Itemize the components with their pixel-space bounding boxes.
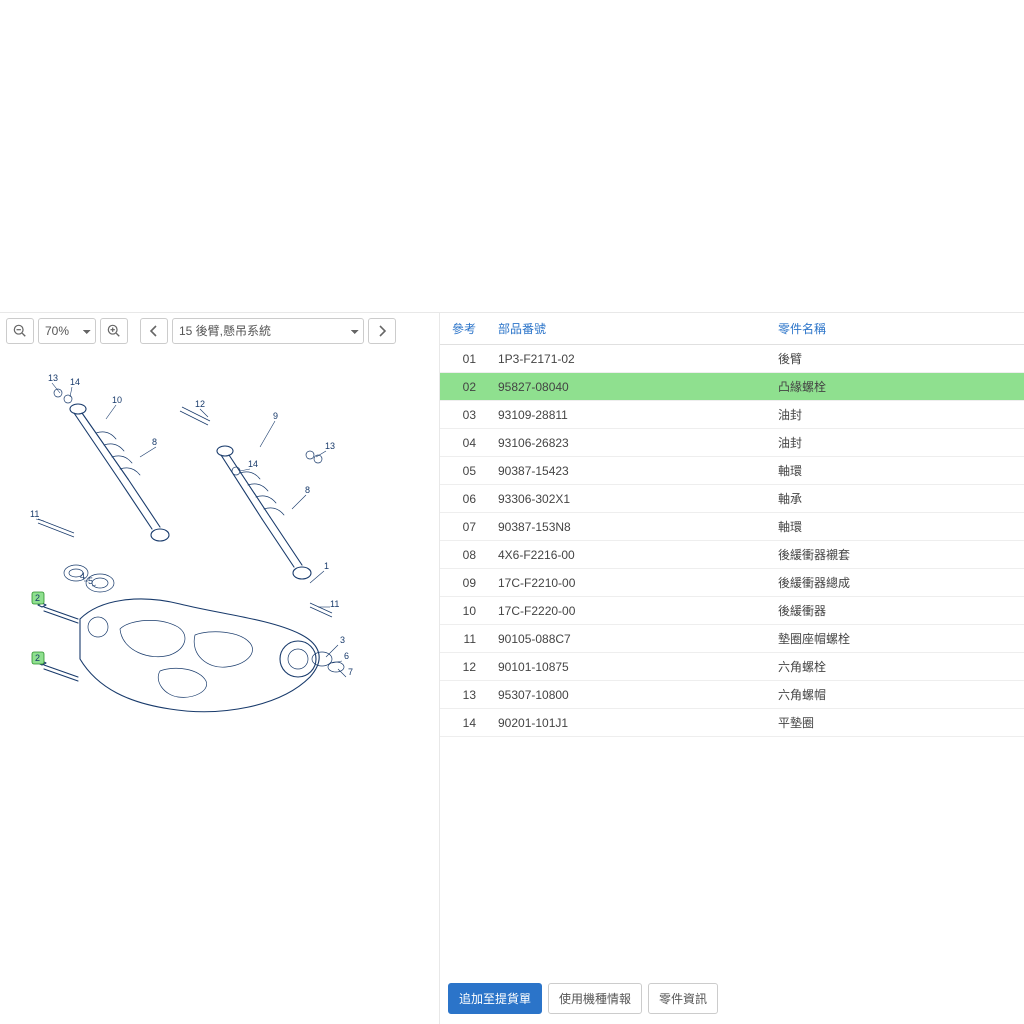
svg-text:2: 2 bbox=[35, 653, 40, 663]
col-header-ref[interactable]: 參考 bbox=[440, 313, 490, 345]
svg-text:1: 1 bbox=[324, 561, 329, 571]
cell-partno: 93306-302X1 bbox=[490, 485, 770, 513]
cell-name: 墊圈座帽螺栓 bbox=[770, 625, 1024, 653]
table-row[interactable]: 1190105-088C7墊圈座帽螺栓 bbox=[440, 625, 1024, 653]
svg-text:11: 11 bbox=[330, 599, 339, 609]
table-row[interactable]: 0790387-153N8軸環 bbox=[440, 513, 1024, 541]
diagram-panel: 70% 15 後臂,懸吊系統 bbox=[0, 313, 440, 1024]
cell-name: 凸緣螺栓 bbox=[770, 373, 1024, 401]
svg-text:14: 14 bbox=[70, 377, 80, 387]
svg-text:11: 11 bbox=[30, 509, 39, 519]
table-row[interactable]: 0693306-302X1軸承 bbox=[440, 485, 1024, 513]
cell-partno: 4X6-F2216-00 bbox=[490, 541, 770, 569]
part-info-button[interactable]: 零件資訊 bbox=[648, 983, 718, 1014]
cell-partno: 90387-153N8 bbox=[490, 513, 770, 541]
top-empty-region bbox=[0, 0, 1024, 312]
col-header-name[interactable]: 零件名稱 bbox=[770, 313, 1024, 345]
table-row[interactable]: 1490201-101J1平墊圈 bbox=[440, 709, 1024, 737]
cell-partno: 95307-10800 bbox=[490, 681, 770, 709]
cell-partno: 1P3-F2171-02 bbox=[490, 345, 770, 373]
table-row[interactable]: 1290101-10875六角螺栓 bbox=[440, 653, 1024, 681]
table-row[interactable]: 0295827-08040凸緣螺栓 bbox=[440, 373, 1024, 401]
action-button-bar: 追加至提貨單 使用機種情報 零件資訊 bbox=[440, 973, 1024, 1024]
cell-name: 後緩衝器襯套 bbox=[770, 541, 1024, 569]
cell-name: 後緩衝器 bbox=[770, 597, 1024, 625]
zoom-in-icon bbox=[107, 324, 121, 338]
svg-text:6: 6 bbox=[344, 651, 349, 661]
zoom-select[interactable]: 70% bbox=[38, 318, 96, 344]
table-row[interactable]: 084X6-F2216-00後緩衝器襯套 bbox=[440, 541, 1024, 569]
col-header-partno[interactable]: 部品番號 bbox=[490, 313, 770, 345]
section-select[interactable]: 15 後臂,懸吊系統 bbox=[172, 318, 364, 344]
cell-ref: 02 bbox=[440, 373, 490, 401]
cell-partno: 17C-F2220-00 bbox=[490, 597, 770, 625]
svg-text:9: 9 bbox=[273, 411, 278, 421]
svg-text:5: 5 bbox=[88, 576, 93, 586]
table-row[interactable]: 0393109-28811油封 bbox=[440, 401, 1024, 429]
cell-name: 軸承 bbox=[770, 485, 1024, 513]
cell-ref: 11 bbox=[440, 625, 490, 653]
cell-partno: 90101-10875 bbox=[490, 653, 770, 681]
cell-ref: 09 bbox=[440, 569, 490, 597]
zoom-out-button[interactable] bbox=[6, 318, 34, 344]
diagram-toolbar: 70% 15 後臂,懸吊系統 bbox=[0, 313, 439, 349]
cell-ref: 08 bbox=[440, 541, 490, 569]
cell-partno: 90201-101J1 bbox=[490, 709, 770, 737]
add-to-cart-button[interactable]: 追加至提貨單 bbox=[448, 983, 542, 1014]
cell-partno: 90387-15423 bbox=[490, 457, 770, 485]
cell-name: 軸環 bbox=[770, 513, 1024, 541]
cell-ref: 12 bbox=[440, 653, 490, 681]
cell-partno: 93106-26823 bbox=[490, 429, 770, 457]
prev-section-button[interactable] bbox=[140, 318, 168, 344]
cell-name: 後臂 bbox=[770, 345, 1024, 373]
cell-name: 油封 bbox=[770, 401, 1024, 429]
cell-ref: 13 bbox=[440, 681, 490, 709]
svg-text:8: 8 bbox=[152, 437, 157, 447]
parts-diagram[interactable]: 131412131091488111114536722 bbox=[0, 349, 439, 1024]
next-section-button[interactable] bbox=[368, 318, 396, 344]
svg-text:12: 12 bbox=[195, 399, 205, 409]
cell-ref: 06 bbox=[440, 485, 490, 513]
parts-table-panel: 參考 部品番號 零件名稱 011P3-F2171-02後臂0295827-080… bbox=[440, 313, 1024, 1024]
chevron-right-icon bbox=[377, 325, 387, 337]
cell-partno: 93109-28811 bbox=[490, 401, 770, 429]
cell-ref: 05 bbox=[440, 457, 490, 485]
svg-text:3: 3 bbox=[340, 635, 345, 645]
cell-partno: 95827-08040 bbox=[490, 373, 770, 401]
cell-ref: 01 bbox=[440, 345, 490, 373]
zoom-out-icon bbox=[13, 324, 27, 338]
cell-ref: 07 bbox=[440, 513, 490, 541]
table-row[interactable]: 1017C-F2220-00後緩衝器 bbox=[440, 597, 1024, 625]
svg-text:14: 14 bbox=[248, 459, 258, 469]
table-row[interactable]: 0917C-F2210-00後緩衝器總成 bbox=[440, 569, 1024, 597]
zoom-in-button[interactable] bbox=[100, 318, 128, 344]
cell-name: 六角螺栓 bbox=[770, 653, 1024, 681]
svg-text:8: 8 bbox=[305, 485, 310, 495]
cell-partno: 17C-F2210-00 bbox=[490, 569, 770, 597]
cell-ref: 04 bbox=[440, 429, 490, 457]
cell-ref: 03 bbox=[440, 401, 490, 429]
svg-text:10: 10 bbox=[112, 395, 122, 405]
cell-partno: 90105-088C7 bbox=[490, 625, 770, 653]
cell-name: 軸環 bbox=[770, 457, 1024, 485]
svg-text:2: 2 bbox=[35, 593, 40, 603]
chevron-left-icon bbox=[149, 325, 159, 337]
cell-name: 油封 bbox=[770, 429, 1024, 457]
cell-name: 平墊圈 bbox=[770, 709, 1024, 737]
parts-table: 參考 部品番號 零件名稱 011P3-F2171-02後臂0295827-080… bbox=[440, 313, 1024, 737]
usage-info-button[interactable]: 使用機種情報 bbox=[548, 983, 642, 1014]
table-row[interactable]: 1395307-10800六角螺帽 bbox=[440, 681, 1024, 709]
table-row[interactable]: 011P3-F2171-02後臂 bbox=[440, 345, 1024, 373]
svg-text:13: 13 bbox=[325, 441, 335, 451]
cell-name: 後緩衝器總成 bbox=[770, 569, 1024, 597]
cell-ref: 10 bbox=[440, 597, 490, 625]
table-row[interactable]: 0493106-26823油封 bbox=[440, 429, 1024, 457]
cell-ref: 14 bbox=[440, 709, 490, 737]
svg-text:7: 7 bbox=[348, 667, 353, 677]
cell-name: 六角螺帽 bbox=[770, 681, 1024, 709]
table-row[interactable]: 0590387-15423軸環 bbox=[440, 457, 1024, 485]
svg-text:4: 4 bbox=[80, 571, 85, 581]
svg-text:13: 13 bbox=[48, 373, 58, 383]
